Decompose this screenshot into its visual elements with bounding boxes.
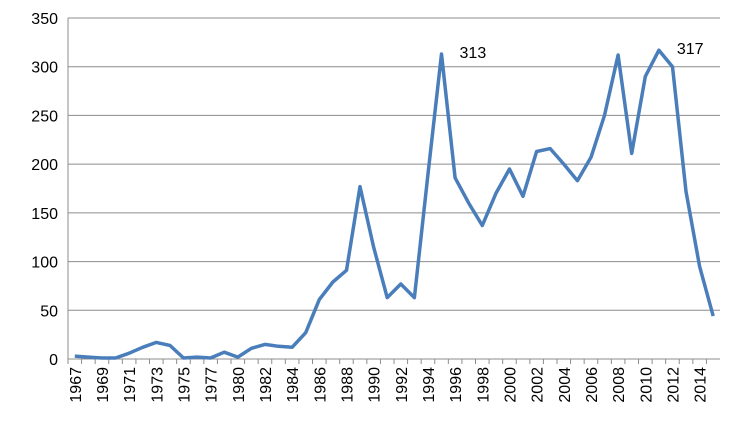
y-tick-label: 100 (31, 255, 58, 272)
x-tick-label: 1975 (176, 367, 193, 403)
x-tick-label: 1984 (285, 367, 302, 403)
data-label: 313 (460, 45, 487, 62)
x-tick-label: 1980 (231, 367, 248, 403)
y-tick-label: 0 (49, 352, 58, 369)
x-tick-label: 1998 (475, 367, 492, 403)
y-tick-label: 50 (40, 303, 58, 320)
x-tick-label: 2010 (638, 367, 655, 403)
x-tick-label: 1996 (448, 367, 465, 403)
series-line (74, 48, 715, 360)
x-tick-label: 2008 (611, 367, 628, 403)
y-tick-label: 350 (31, 11, 58, 28)
x-tick-label: 1973 (149, 367, 166, 403)
x-tick-label: 1988 (339, 367, 356, 403)
x-tick-label: 2004 (557, 367, 574, 403)
x-tick-label: 1977 (204, 367, 221, 403)
x-tick-label: 2014 (693, 367, 710, 403)
x-tick-label: 2012 (665, 367, 682, 403)
y-tick-label: 200 (31, 157, 58, 174)
x-tick-label: 1986 (312, 367, 329, 403)
x-tick-label: 1971 (122, 367, 139, 403)
y-tick-label: 150 (31, 206, 58, 223)
x-tick-label: 2006 (584, 367, 601, 403)
x-tick-label: 1994 (421, 367, 438, 403)
data-label: 317 (677, 41, 704, 58)
y-tick-label: 300 (31, 60, 58, 77)
y-tick-label: 250 (31, 108, 58, 125)
x-tick-label: 1982 (258, 367, 275, 403)
x-tick-label: 2002 (530, 367, 547, 403)
x-tick-label: 1990 (367, 367, 384, 403)
x-tick-label: 2000 (502, 367, 519, 403)
x-tick-label: 1969 (95, 367, 112, 403)
x-tick-label: 1992 (394, 367, 411, 403)
x-tick-label: 1967 (68, 367, 85, 403)
